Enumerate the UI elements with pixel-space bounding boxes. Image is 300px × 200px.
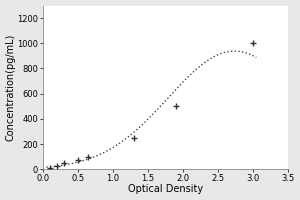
X-axis label: Optical Density: Optical Density <box>128 184 203 194</box>
Y-axis label: Concentration(pg/mL): Concentration(pg/mL) <box>6 34 16 141</box>
